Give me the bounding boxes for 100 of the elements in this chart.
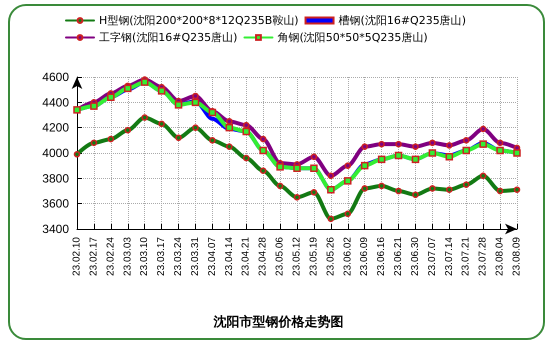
point <box>446 142 453 149</box>
point <box>462 146 470 154</box>
y-tick-label: 4600 <box>42 70 70 84</box>
text: 沈阳市型钢价格走势图 <box>212 314 344 330</box>
x-tick-label: 23.06.30 <box>410 236 421 276</box>
point <box>124 84 132 92</box>
legend-label: 工字钢(沈阳16#Q235唐山) <box>99 31 238 44</box>
x-tick-label: 23.07.28 <box>478 236 489 276</box>
point <box>141 114 148 121</box>
point <box>226 118 233 125</box>
point <box>226 124 234 132</box>
point <box>293 164 301 172</box>
point <box>209 137 216 144</box>
x-tick-label: 23.04.14 <box>224 236 235 276</box>
x-tick-label: 23.07.07 <box>426 236 438 276</box>
point <box>310 154 318 160</box>
point <box>108 136 114 142</box>
point <box>294 194 300 201</box>
x-tick-label: 23.08.04 <box>494 236 506 276</box>
legend-label: H型钢(沈阳200*200*8*12Q235B鞍山) <box>99 14 299 27</box>
point <box>259 146 267 154</box>
x-tick-label: 23.06.16 <box>376 236 388 276</box>
x-tick-label: 23.06.21 <box>393 236 404 276</box>
point <box>74 151 80 158</box>
point <box>310 189 318 196</box>
point <box>446 153 454 161</box>
point <box>242 122 250 128</box>
y-tick-label: 4000 <box>42 146 70 160</box>
point <box>412 156 420 164</box>
x-tick-label: 23.03.24 <box>173 236 184 276</box>
x-tick-label: 23.07.14 <box>444 236 455 276</box>
x-tick-label: 23.02.10 <box>72 236 82 276</box>
point <box>394 152 402 160</box>
point <box>361 143 368 150</box>
point <box>412 192 419 198</box>
point <box>344 177 352 185</box>
legend-label: 角钢(沈阳50*50*5Q235唐山) <box>277 31 428 44</box>
point <box>192 124 199 131</box>
point <box>514 186 520 193</box>
point <box>158 87 166 95</box>
point <box>107 94 115 102</box>
x-tick-label: 23.05.12 <box>292 236 302 276</box>
x-tick-label: 23.05.19 <box>308 236 320 276</box>
point <box>378 182 385 190</box>
x-tick-label: 23.04.21 <box>240 236 252 276</box>
point <box>90 102 98 110</box>
point <box>462 181 470 188</box>
x-tick-label: 23.07.21 <box>460 236 472 276</box>
point <box>395 140 402 148</box>
point <box>344 210 352 218</box>
x-tick-label: 23.08.09 <box>512 236 522 276</box>
point <box>412 143 419 150</box>
point <box>242 128 250 136</box>
point <box>310 164 318 172</box>
point <box>360 162 368 170</box>
point <box>327 186 335 194</box>
x-tick-label: 23.06.09 <box>359 236 370 276</box>
point <box>260 136 266 142</box>
y-tick-label: 4200 <box>42 120 70 135</box>
point <box>462 137 470 144</box>
x-tick-label: 23.05.06 <box>274 236 286 276</box>
point <box>192 98 200 106</box>
point <box>174 101 182 109</box>
x-tick-label: 23.05.26 <box>325 236 336 276</box>
x-tick-label: 23.03.10 <box>139 236 150 276</box>
point <box>328 216 334 222</box>
x-tick-label: 23.02.17 <box>88 236 100 276</box>
point <box>276 163 284 171</box>
point <box>496 188 504 194</box>
x-tick-label: 23.02.24 <box>105 236 116 276</box>
point <box>158 120 165 128</box>
x-tick-label: 23.03.31 <box>190 236 201 276</box>
point <box>395 188 402 194</box>
point <box>175 134 182 142</box>
point <box>226 143 233 150</box>
point <box>140 78 148 86</box>
point <box>496 146 504 154</box>
y-tick-label: 3800 <box>42 171 70 186</box>
point <box>90 140 98 146</box>
point <box>276 182 284 190</box>
point <box>446 186 453 193</box>
point <box>479 140 487 148</box>
point <box>496 140 504 146</box>
point <box>361 185 368 192</box>
point <box>344 162 352 169</box>
point <box>124 126 132 134</box>
y-tick-label: 4400 <box>42 95 70 110</box>
x-tick-label: 23.03.17 <box>156 236 168 276</box>
y-tick-label: 3400 <box>42 222 70 236</box>
point <box>429 140 436 146</box>
y-tick-label: 3600 <box>42 196 70 211</box>
point <box>260 167 266 174</box>
x-tick-label: 23.04.07 <box>206 236 218 276</box>
x-tick-label: 23.04.28 <box>258 236 269 276</box>
point <box>429 185 436 192</box>
point <box>480 126 486 132</box>
x-tick-label: 23.06.02 <box>342 236 354 276</box>
point <box>328 172 334 180</box>
point <box>513 149 521 157</box>
x-tick-label: 23.03.03 <box>122 236 134 276</box>
